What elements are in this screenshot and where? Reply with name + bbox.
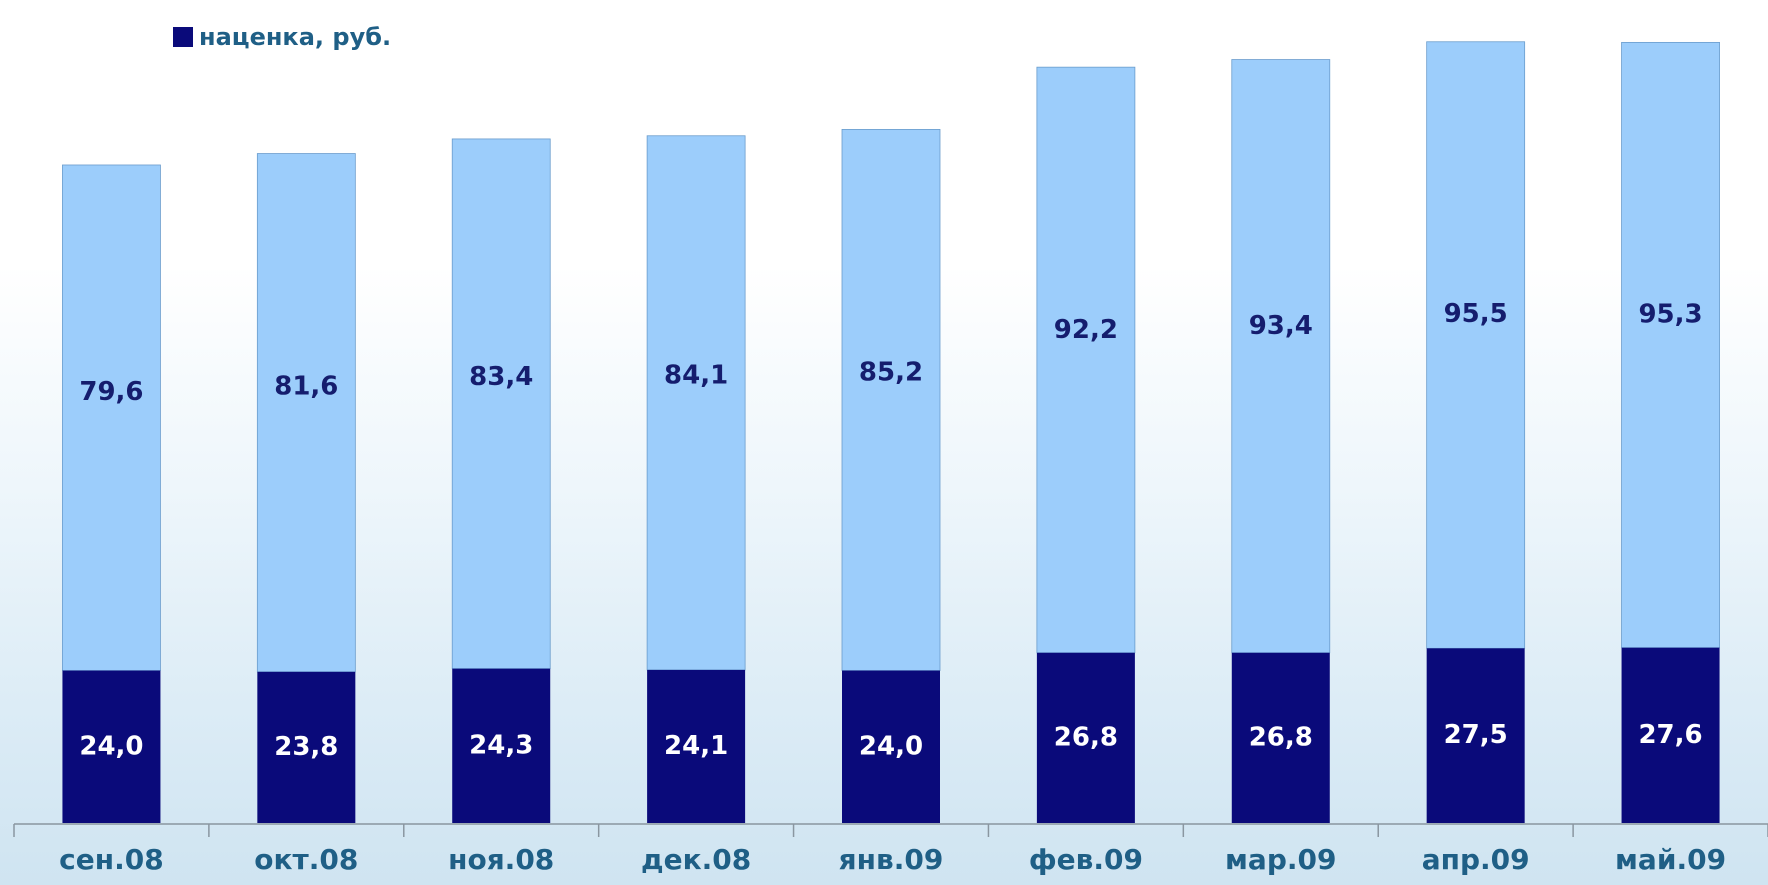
x-tick-label-4: янв.09 [839,843,944,876]
x-tick-label-3: дек.08 [641,843,751,876]
data-label-markup-7: 27,5 [1444,720,1508,750]
bar-markup-6 [1231,652,1330,823]
bar-markup-3 [647,669,746,823]
bar-upper-3 [646,135,746,671]
bar-upper-7 [1426,41,1526,649]
x-tick-label-8: май.09 [1615,843,1726,876]
bar-markup-4 [842,670,940,823]
bar-upper-8 [1621,41,1720,649]
legend-swatch-markup [173,27,193,47]
bar-markup-0 [62,670,161,823]
data-label-upper-8: 95,3 [1638,299,1702,329]
data-label-upper-7: 95,5 [1444,299,1508,329]
data-label-markup-3: 24,1 [664,731,728,761]
data-label-markup-0: 24,0 [79,731,143,761]
data-label-markup-4: 24,0 [859,731,923,761]
data-label-markup-8: 27,6 [1638,720,1702,750]
bar-upper-2 [451,138,551,670]
x-tick-label-1: окт.08 [254,843,358,876]
data-label-upper-5: 92,2 [1054,315,1118,345]
bar-upper-4 [841,129,941,671]
legend: наценка, руб. [173,22,391,52]
bar-markup-8 [1621,647,1720,823]
data-label-upper-0: 79,6 [79,377,143,407]
bar-upper-5 [1036,66,1136,654]
data-label-upper-6: 93,4 [1249,311,1313,341]
data-label-markup-2: 24,3 [469,730,533,760]
bar-upper-1 [256,153,356,673]
bar-markup-5 [1036,652,1135,823]
data-label-upper-3: 84,1 [664,361,728,391]
x-tick-label-6: мар.09 [1225,843,1336,876]
data-label-markup-5: 26,8 [1054,722,1118,752]
x-tick-label-0: сен.08 [59,843,164,876]
data-label-upper-2: 83,4 [469,362,533,392]
bar-markup-2 [452,668,551,823]
legend-label-markup: наценка, руб. [199,23,392,51]
bar-upper-0 [62,164,161,671]
data-label-markup-1: 23,8 [274,732,338,762]
data-label-upper-4: 85,2 [859,357,923,387]
x-tick-label-5: фев.09 [1029,843,1143,876]
x-tick-label-7: апр.09 [1422,843,1530,876]
x-tick-label-2: ноя.08 [448,843,554,876]
data-label-markup-6: 26,8 [1249,722,1313,752]
bar-upper-6 [1231,59,1331,654]
bar-markup-7 [1426,648,1525,823]
data-label-upper-1: 81,6 [274,371,338,401]
bar-markup-1 [257,671,356,823]
